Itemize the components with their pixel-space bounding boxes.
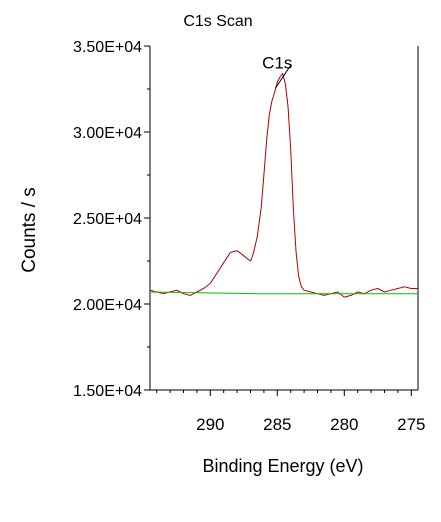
- x-tick-label: 285: [263, 415, 291, 434]
- y-axis-label: Counts / s: [19, 187, 40, 273]
- x-tick-label: 290: [196, 415, 224, 434]
- x-tick-label: 280: [330, 415, 358, 434]
- y-tick-label: 2.50E+04: [73, 211, 142, 228]
- annotation-leader: [274, 64, 292, 89]
- x-axis-label: Binding Energy (eV): [202, 456, 363, 476]
- y-tick-label: 3.00E+04: [73, 125, 142, 142]
- y-tick-label: 3.50E+04: [73, 39, 142, 56]
- plot-area: 1.50E+04 2.00E+04 2.50E+04 3.00E+04 3.50E+04…: [73, 39, 425, 434]
- background-line: [149, 291, 418, 295]
- x-tick-label: 275: [397, 415, 425, 434]
- y-tick-label: 2.00E+04: [73, 297, 142, 314]
- peak-annotation: C1s: [262, 53, 292, 72]
- chart-title: C1s Scan: [183, 13, 252, 30]
- y-tick-label: 1.50E+04: [73, 383, 142, 400]
- spectrum-line: [149, 73, 418, 298]
